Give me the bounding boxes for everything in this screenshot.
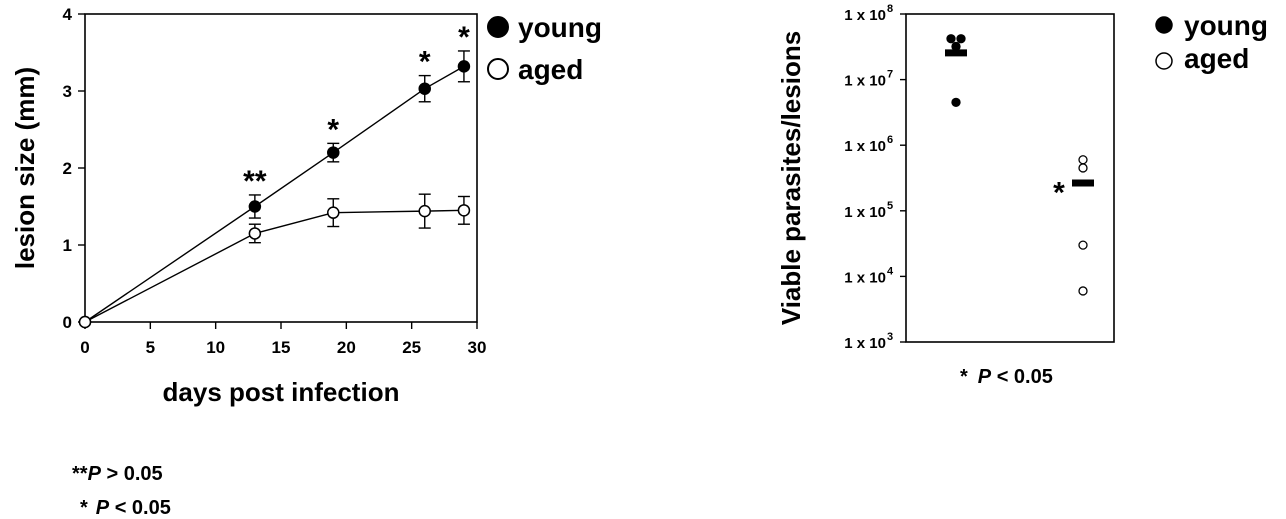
left-x-axis-label: days post infection	[163, 377, 400, 407]
group-aged: *	[1053, 155, 1094, 296]
significance-mark: *	[327, 113, 339, 146]
legend-aged-label: aged	[1184, 43, 1249, 74]
legend-young-marker	[487, 16, 509, 38]
mean-bar-young	[945, 49, 967, 57]
right-axis-ticks: 1 x 10 31 x 10 41 x 10 51 x 10 61 x 10 71 x 1…	[844, 3, 906, 352]
left-series-layer	[78, 50, 471, 329]
x-tick-label: 30	[468, 338, 487, 357]
y-tick-exponent: 8	[887, 3, 893, 15]
data-point-young	[951, 41, 961, 52]
data-point-aged	[1078, 286, 1088, 296]
y-tick-label: 1 x 10	[844, 204, 886, 221]
data-point-aged	[78, 315, 92, 329]
left-legend: young aged	[487, 12, 602, 85]
right-plot-frame	[905, 13, 1115, 343]
y-tick-exponent: 5	[887, 200, 893, 212]
series-aged	[78, 193, 471, 329]
y-tick-label: 1 x 10	[844, 73, 886, 90]
x-tick-label: 15	[272, 338, 291, 357]
group-young	[945, 34, 967, 107]
series-aged-line	[84, 209, 464, 323]
right-series-layer: *	[945, 34, 1094, 296]
legend-aged-label: aged	[518, 54, 583, 85]
series-young	[78, 50, 471, 329]
left-significance-layer: *****	[243, 21, 470, 198]
data-point-aged	[418, 204, 431, 218]
x-tick-label: 10	[206, 338, 225, 357]
data-point-aged	[457, 204, 471, 217]
right-footnote: * P < 0.05	[960, 366, 1053, 388]
data-point-aged	[327, 206, 340, 219]
x-tick-label: 0	[80, 338, 89, 357]
y-tick-label: 1 x 10	[844, 269, 886, 286]
y-tick-label: 2	[63, 159, 72, 178]
y-tick-label: 1 x 10	[844, 335, 886, 352]
left-footnotes: **P > 0.05 * P < 0.05	[72, 463, 171, 519]
mean-bar-aged	[1072, 179, 1094, 187]
parasite-burden-chart: 1 x 10 31 x 10 41 x 10 51 x 10 61 x 10 71 x 1…	[776, 3, 1268, 388]
significance-mark: *	[419, 46, 431, 79]
data-point-young	[946, 34, 956, 44]
data-point-young	[951, 97, 961, 107]
y-tick-exponent: 4	[887, 265, 894, 277]
significance-mark: *	[1053, 177, 1065, 210]
y-tick-exponent: 7	[887, 69, 893, 81]
right-y-axis-label: Viable parasites/lesions	[776, 31, 806, 325]
footnote-sig: * P < 0.05	[80, 497, 171, 519]
y-tick-exponent: 3	[887, 331, 893, 343]
data-point-aged	[1078, 240, 1088, 250]
data-point-aged	[1078, 155, 1088, 165]
y-tick-exponent: 6	[887, 134, 893, 146]
legend-young-label: young	[1184, 10, 1268, 41]
data-point-young	[418, 82, 431, 95]
data-point-young	[327, 146, 340, 159]
y-tick-label: 4	[63, 5, 73, 24]
right-legend: young aged	[1155, 10, 1268, 74]
x-tick-label: 5	[146, 338, 155, 357]
left-y-axis-label: lesion size (mm)	[10, 67, 40, 269]
series-young-line	[84, 65, 465, 323]
legend-aged-marker	[487, 58, 509, 80]
y-tick-label: 1 x 10	[844, 138, 886, 155]
data-point-aged	[1078, 163, 1088, 173]
x-tick-label: 20	[337, 338, 356, 357]
legend-aged-marker	[1155, 52, 1173, 70]
legend-young-marker	[1155, 16, 1173, 34]
y-tick-label: 1	[63, 236, 72, 255]
data-point-aged	[248, 227, 262, 240]
significance-mark: **	[243, 165, 267, 198]
y-tick-label: 1 x 10	[844, 7, 886, 24]
y-tick-label: 3	[63, 82, 72, 101]
data-point-young	[956, 34, 966, 44]
x-tick-label: 25	[402, 338, 421, 357]
y-tick-label: 0	[63, 313, 72, 332]
significance-mark: *	[458, 21, 470, 54]
left-axis-ticks: 0 5 10 15 20 25 30 0 1 2 3 4	[63, 5, 487, 357]
data-point-young	[248, 200, 262, 213]
data-point-young	[457, 60, 471, 73]
legend-young-label: young	[518, 12, 602, 43]
footnote-ns: **P > 0.05	[72, 463, 163, 485]
